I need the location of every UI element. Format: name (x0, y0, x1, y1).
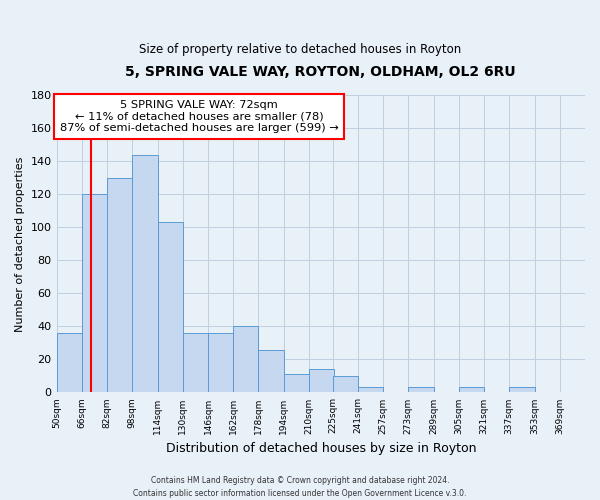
Bar (332, 376, 358, 392)
Bar (56, 333, 82, 392)
X-axis label: Distribution of detached houses by size in Royton: Distribution of detached houses by size … (166, 442, 476, 455)
Bar (208, 333, 233, 392)
Bar (107, 178, 132, 392)
Bar (183, 333, 208, 392)
Bar (132, 155, 158, 392)
Bar (82, 194, 107, 392)
Text: Contains HM Land Registry data © Crown copyright and database right 2024.
Contai: Contains HM Land Registry data © Crown c… (133, 476, 467, 498)
Bar (259, 350, 284, 393)
Bar (459, 388, 484, 392)
Bar (358, 388, 383, 392)
Bar (284, 374, 309, 392)
Text: Size of property relative to detached houses in Royton: Size of property relative to detached ho… (139, 42, 461, 56)
Bar (233, 326, 259, 392)
Y-axis label: Number of detached properties: Number of detached properties (15, 156, 25, 332)
Bar (509, 388, 535, 392)
Bar (309, 370, 334, 392)
Text: 5 SPRING VALE WAY: 72sqm
← 11% of detached houses are smaller (78)
87% of semi-d: 5 SPRING VALE WAY: 72sqm ← 11% of detach… (60, 100, 338, 133)
Bar (158, 222, 183, 392)
Bar (409, 388, 434, 392)
Title: 5, SPRING VALE WAY, ROYTON, OLDHAM, OL2 6RU: 5, SPRING VALE WAY, ROYTON, OLDHAM, OL2 … (125, 65, 516, 79)
